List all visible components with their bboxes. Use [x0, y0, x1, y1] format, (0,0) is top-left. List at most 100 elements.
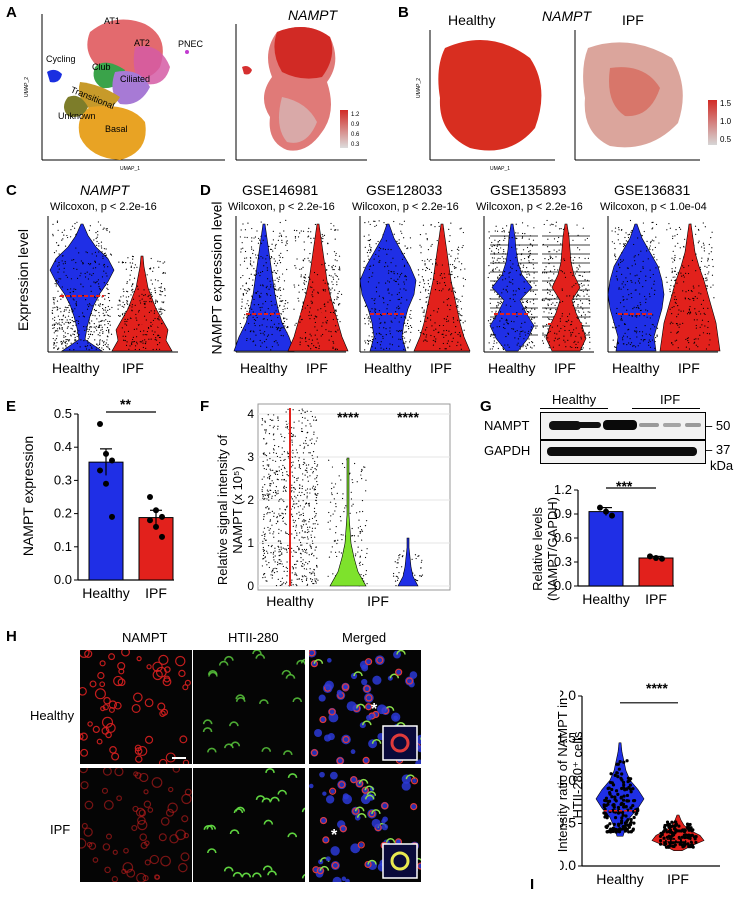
scatter-dot	[542, 243, 544, 246]
scatter-dot	[652, 227, 654, 229]
panelb-healthy: Healthy	[448, 12, 496, 28]
scatter-dot	[280, 580, 282, 583]
scatter-dot	[272, 250, 274, 252]
scatter-dot	[301, 580, 303, 583]
scatter-dot	[586, 293, 588, 295]
scatter-dot	[296, 452, 298, 454]
scatter-dot	[107, 323, 109, 325]
scatter-dot	[71, 259, 73, 261]
scatter-dot	[309, 475, 311, 477]
scatter-dot	[504, 253, 507, 255]
scatter-dot	[293, 481, 296, 483]
scatter-dot	[280, 530, 282, 532]
scatter-dot	[279, 221, 281, 224]
scatter-dot	[253, 268, 255, 270]
scatter-dot	[501, 292, 503, 294]
scatter-dot	[282, 299, 284, 302]
scatter-dot	[88, 333, 90, 335]
scatter-dot	[58, 278, 60, 280]
scatter-dot	[296, 478, 298, 480]
scatter-dot	[64, 260, 66, 263]
scatter-dot	[123, 306, 125, 308]
scatter-dot	[158, 348, 161, 350]
scatter-dot	[331, 287, 333, 289]
scatter-dot	[572, 304, 574, 307]
scatter-dot	[306, 577, 308, 579]
scatter-dot	[103, 342, 105, 344]
scatter-dot	[394, 280, 396, 283]
scatter-dot	[263, 552, 265, 554]
scatter-dot	[271, 346, 274, 348]
scatter-dot	[501, 317, 503, 319]
scatter-dot	[533, 303, 535, 305]
scatter-dot	[329, 311, 332, 314]
dataset-violins	[359, 216, 471, 353]
scatter-dot	[461, 315, 463, 317]
scatter-dot	[310, 242, 312, 244]
scatter-dot	[295, 524, 297, 526]
scatter-dot	[295, 573, 297, 575]
scatter-dot	[107, 266, 109, 268]
scatter-dot	[99, 340, 101, 342]
scatter-dot	[380, 248, 382, 250]
scatter-dot	[315, 347, 318, 349]
scatter-dot	[267, 477, 269, 479]
scatter-dot	[301, 579, 303, 581]
scatter-dot	[266, 319, 269, 321]
scatter-dot	[301, 422, 303, 424]
scatter-dot	[304, 307, 306, 309]
scatter-dot	[357, 551, 359, 553]
scatter-dot	[262, 303, 264, 305]
scatter-dot	[302, 562, 304, 565]
scatter-dot	[305, 575, 307, 578]
scatter-dot	[510, 320, 513, 322]
scatter-dot	[396, 330, 398, 332]
scatter-dot	[278, 466, 280, 468]
scatter-dot	[309, 572, 311, 574]
scatter-dot	[577, 310, 579, 312]
scatter-dot	[303, 447, 305, 449]
scatter-dot	[502, 274, 504, 277]
scatter-dot	[253, 237, 255, 239]
scatter-dot	[403, 252, 405, 255]
scatter-dot	[586, 237, 588, 240]
scatter-dot	[89, 273, 91, 275]
scatter-dot	[82, 295, 84, 297]
scatter-dot	[279, 232, 281, 234]
scatter-dot	[369, 265, 372, 267]
scatter-dot	[244, 329, 246, 331]
scatter-dot	[429, 285, 431, 288]
scatter-dot	[284, 467, 286, 470]
scatter-dot	[548, 277, 550, 279]
data-point	[614, 789, 619, 793]
scatter-dot	[95, 232, 97, 234]
scatter-dot	[403, 265, 406, 268]
scatter-dot	[283, 582, 285, 584]
scatter-dot	[418, 329, 420, 332]
scatter-dot	[261, 342, 263, 344]
scatter-dot	[571, 286, 573, 288]
scatter-dot	[301, 416, 304, 419]
scatter-dot	[108, 231, 111, 233]
scatter-dot	[270, 314, 272, 317]
scatter-dot	[561, 315, 563, 317]
scatter-dot	[588, 300, 590, 302]
scatter-dot	[300, 560, 302, 563]
scatter-dot	[153, 310, 156, 312]
scatter-dot	[55, 285, 57, 287]
scatter-dot	[341, 463, 344, 465]
scatter-dot	[396, 273, 399, 275]
scatter-dot	[164, 261, 166, 263]
scatter-dot	[423, 315, 425, 317]
scatter-dot	[338, 266, 341, 268]
scatter-dot	[424, 260, 426, 262]
scatter-dot	[300, 494, 302, 497]
violin-ipf	[545, 223, 587, 352]
scatter-dot	[311, 415, 314, 418]
scatter-dot	[396, 562, 398, 564]
panele-sig: **	[120, 396, 131, 412]
scatter-dot	[550, 279, 552, 282]
scatter-dot	[313, 511, 316, 513]
umap-nampt-title: NAMPT	[288, 7, 337, 23]
scatter-dot	[367, 343, 369, 345]
